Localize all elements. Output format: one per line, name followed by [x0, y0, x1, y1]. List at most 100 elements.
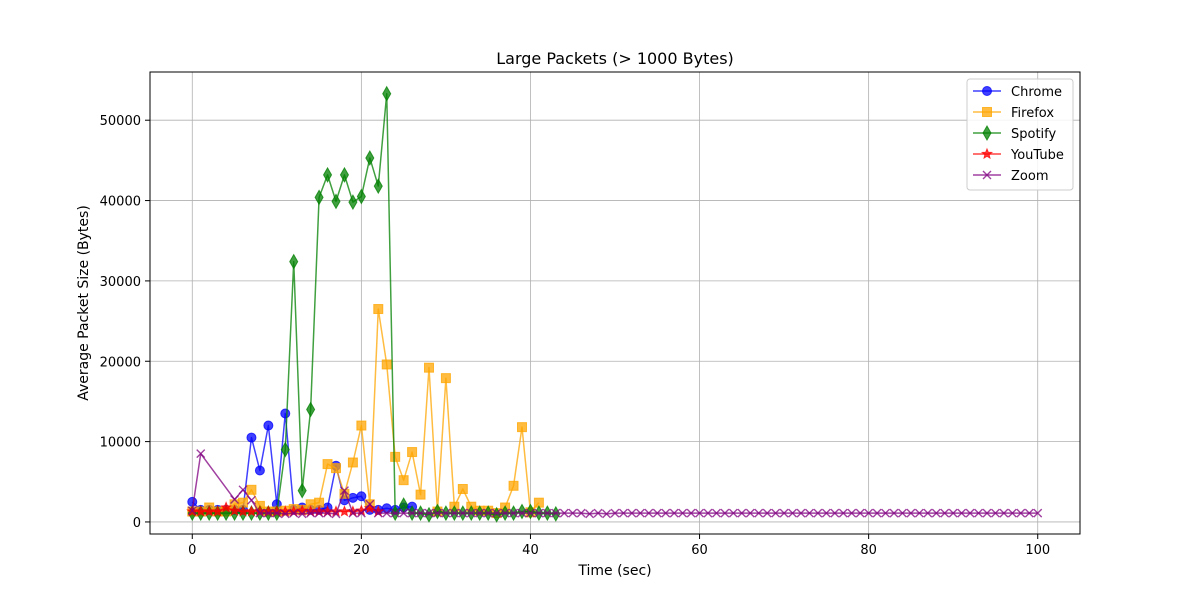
- series-zoom: [187, 449, 1043, 519]
- data-point-zoom: [246, 495, 256, 505]
- data-point-zoom: [872, 508, 882, 518]
- x-tick-label: 0: [188, 543, 196, 558]
- series-firefox: [187, 304, 544, 519]
- data-point-zoom: [627, 508, 637, 518]
- data-point-zoom: [881, 508, 891, 518]
- legend-marker-chrome: [982, 86, 992, 96]
- data-point-zoom: [711, 508, 721, 518]
- data-point-spotify: [373, 178, 383, 195]
- data-point-zoom: [255, 508, 265, 518]
- data-point-zoom: [652, 508, 662, 518]
- data-point-youtube: [220, 501, 233, 513]
- data-point-zoom: [762, 508, 772, 518]
- data-point-zoom: [348, 508, 358, 518]
- data-point-zoom: [187, 506, 197, 516]
- data-point-firefox: [331, 463, 341, 474]
- data-point-spotify: [314, 189, 324, 206]
- data-point-zoom: [914, 508, 924, 518]
- data-point-zoom: [669, 508, 679, 518]
- data-point-youtube: [211, 505, 224, 517]
- data-point-zoom: [542, 508, 552, 518]
- data-point-zoom: [323, 508, 333, 518]
- data-point-zoom: [551, 508, 561, 518]
- data-point-spotify: [525, 503, 536, 520]
- data-point-firefox: [424, 362, 434, 373]
- data-point-spotify: [348, 194, 358, 211]
- data-point-zoom: [238, 485, 248, 495]
- x-tick-label: 40: [522, 543, 539, 558]
- data-point-zoom: [492, 508, 502, 518]
- x-tick-label: 20: [353, 543, 370, 558]
- data-point-zoom: [576, 508, 586, 518]
- data-point-zoom: [906, 508, 916, 518]
- data-point-zoom: [847, 508, 857, 518]
- data-point-zoom: [559, 508, 569, 518]
- data-point-spotify: [280, 441, 290, 458]
- data-point-chrome: [280, 408, 291, 419]
- data-point-chrome: [263, 420, 274, 431]
- ticks: 0 20 40 60 80 100 0 10000 20000 30000 40000 50000: [100, 114, 1051, 558]
- series-line-zoom: [191, 452, 1038, 515]
- data-point-zoom: [661, 508, 671, 518]
- data-point-zoom: [441, 508, 451, 518]
- data-point-zoom: [974, 508, 984, 518]
- data-point-zoom: [432, 508, 442, 518]
- data-point-zoom: [1007, 508, 1017, 518]
- data-point-firefox: [415, 489, 426, 500]
- data-point-zoom: [449, 508, 459, 518]
- data-point-zoom: [230, 494, 240, 504]
- data-point-youtube: [363, 501, 376, 514]
- data-point-spotify: [432, 503, 443, 520]
- data-point-zoom: [382, 508, 392, 518]
- data-point-firefox: [508, 480, 519, 491]
- data-point-zoom: [779, 508, 789, 518]
- data-point-zoom: [280, 509, 290, 519]
- x-axis-label: Time (sec): [577, 563, 651, 579]
- data-point-firefox: [373, 304, 384, 315]
- data-point-zoom: [804, 508, 814, 518]
- data-point-zoom: [855, 508, 865, 518]
- data-point-zoom: [644, 508, 654, 518]
- data-point-spotify: [289, 253, 299, 270]
- data-point-zoom: [390, 508, 400, 518]
- data-point-chrome: [254, 465, 265, 476]
- data-point-zoom: [534, 508, 544, 518]
- data-point-spotify: [382, 85, 392, 102]
- x-tick-label: 60: [691, 543, 708, 558]
- data-point-firefox: [322, 459, 333, 470]
- data-point-spotify: [365, 149, 375, 166]
- data-point-chrome: [356, 491, 367, 502]
- data-point-zoom: [306, 508, 316, 518]
- data-point-zoom: [965, 508, 975, 518]
- data-point-zoom: [339, 486, 349, 496]
- data-point-firefox: [356, 420, 367, 431]
- data-point-zoom: [356, 508, 366, 518]
- data-point-zoom: [416, 508, 426, 518]
- data-point-zoom: [703, 508, 713, 518]
- data-point-zoom: [289, 508, 299, 518]
- data-point-zoom: [982, 508, 992, 518]
- data-point-zoom: [1016, 508, 1026, 518]
- series-line-firefox: [192, 308, 540, 514]
- legend-marker-spotify: [982, 124, 992, 142]
- y-tick-label: 10000: [100, 436, 141, 451]
- data-point-zoom: [509, 508, 519, 518]
- legend-marker-youtube: [980, 147, 994, 160]
- data-point-zoom: [602, 509, 612, 519]
- data-point-spotify: [356, 188, 366, 205]
- data-point-zoom: [686, 508, 696, 518]
- data-point-firefox: [347, 457, 358, 468]
- data-point-zoom: [830, 508, 840, 518]
- y-axis-label: Average Packet Size (Bytes): [76, 205, 92, 401]
- data-point-zoom: [678, 508, 688, 518]
- legend: Chrome Firefox Spotify YouTube Zoom: [966, 78, 1074, 191]
- data-point-youtube: [338, 505, 351, 517]
- data-point-zoom: [923, 508, 933, 518]
- data-point-zoom: [373, 508, 383, 518]
- data-point-zoom: [618, 508, 628, 518]
- data-point-zoom: [593, 508, 603, 518]
- data-point-zoom: [771, 508, 781, 518]
- data-point-chrome: [187, 496, 198, 507]
